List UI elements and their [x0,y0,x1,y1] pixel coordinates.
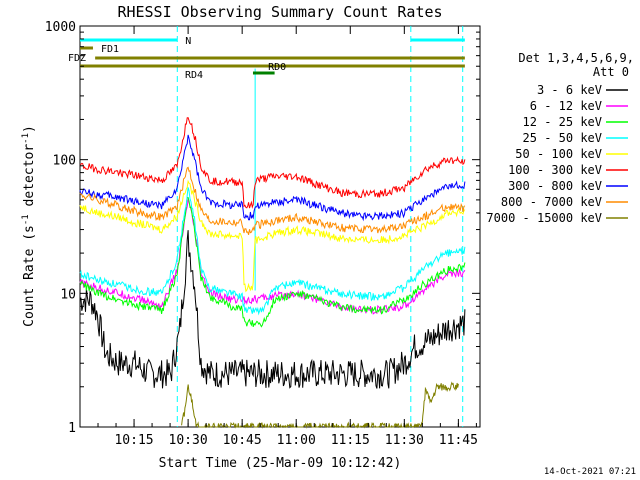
y-label-sup1: -1 [21,214,31,225]
y-axis: 1 10 100 1000 [45,20,480,436]
legend-label: 12 - 25 keV [523,115,602,129]
series-line [181,381,459,429]
series-group [79,117,466,429]
legend-header-line1: Det 1,3,4,5,6,9, [518,51,634,65]
legend-label: 800 - 7000 keV [501,195,602,209]
series-line [79,187,466,316]
state-bar-label: RD4 [185,70,203,81]
legend-label: 100 - 300 keV [508,163,602,177]
x-axis-label: Start Time (25-Mar-09 10:12:42) [159,456,402,471]
legend-label: 6 - 12 keV [530,99,602,113]
y-label-part3: ) [22,125,37,133]
y-label-part2: detector [22,144,37,215]
plot-frame [79,25,481,428]
state-bar-label: RD0 [268,62,286,73]
plot-border [79,25,481,428]
x-tick-label: 11:30 [385,433,424,448]
legend-label: 25 - 50 keV [523,131,602,145]
series-line [79,179,466,293]
y-label-part1: Count Rate (s [22,225,37,327]
x-tick-label: 10:15 [114,433,153,448]
timestamp: 14-Oct-2021 07:21 [544,467,636,477]
series-line [79,230,466,389]
y-tick-label: 1 [68,421,76,436]
x-axis: 10:15 10:30 10:45 11:00 11:15 11:30 11:45 [79,26,478,448]
legend-label: 7000 - 15000 keV [486,211,602,225]
series-line [79,198,466,315]
x-tick-label: 11:00 [277,433,316,448]
y-label-sup2: -1 [21,133,31,144]
x-tick-label: 10:30 [169,433,208,448]
series-line [79,117,466,209]
x-tick-label: 11:45 [439,433,478,448]
legend-header-line2: Att 0 [593,65,629,79]
x-tick-label: 11:15 [331,433,370,448]
x-tick-label: 10:45 [223,433,262,448]
legend-label: 300 - 800 keV [508,179,602,193]
state-bar-label: FD1 [101,44,119,55]
legend-label: 3 - 6 keV [537,83,602,97]
legend-label: 50 - 100 keV [515,147,602,161]
y-tick-label: 1000 [45,20,76,35]
chart-title: RHESSI Observing Summary Count Rates [117,3,442,21]
y-tick-label: 100 [53,154,76,169]
series-line [79,134,466,222]
series-line [79,196,466,328]
series-line [79,166,466,235]
state-bars: N FD1 FDZ RD0 RD4 [68,36,465,81]
legend: Det 1,3,4,5,6,9, Att 0 3 - 6 keV 6 - 12 k… [486,51,634,225]
state-bar-label: FDZ [68,53,86,64]
y-tick-label: 10 [60,287,76,302]
state-bar-label: N [185,36,191,47]
y-axis-label: Count Rate (s-1 detector-1) [21,125,37,327]
